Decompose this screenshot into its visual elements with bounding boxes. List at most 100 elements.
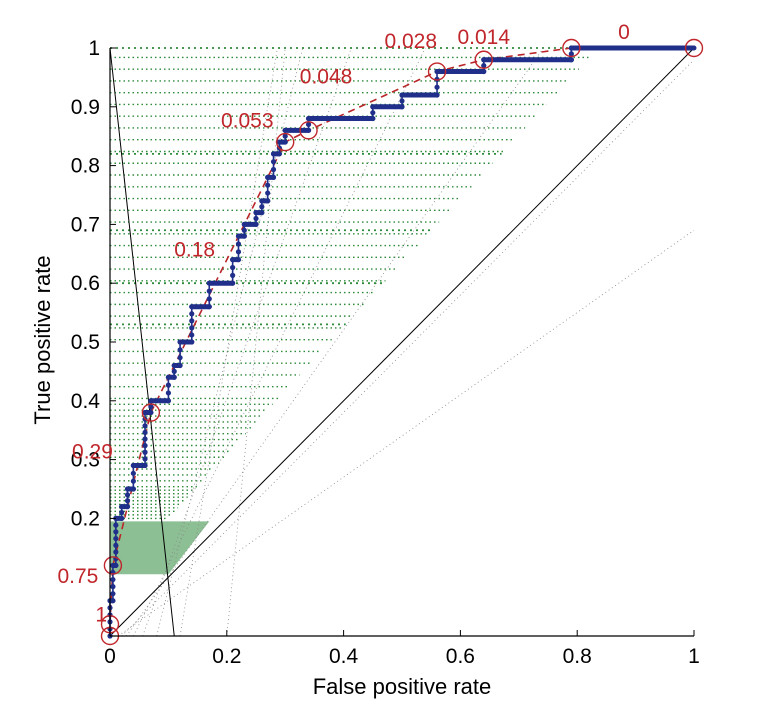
threshold-label: 0.048 [300,65,353,88]
x-tick-label: 0.2 [212,645,241,668]
roc-point [253,221,259,227]
roc-point [124,504,131,510]
x-axis-label: False positive rate [313,674,492,699]
roc-point [481,68,487,75]
iso-cost-line [117,229,694,637]
roc-point [568,57,574,63]
roc-point [230,280,236,286]
threshold-label: 0.014 [457,26,510,49]
x-tick-label: 0.4 [329,645,359,668]
y-tick-label: 0.4 [71,390,101,413]
roc-point [177,347,183,353]
roc-point [177,362,183,369]
threshold-labels: 0.18 0.29 0.75 1 0.053 0.048 0.028 0.014 0 [57,21,629,626]
roc-point [165,398,171,404]
roc-point [189,332,195,338]
threshold-label: 0.29 [72,440,113,463]
threshold-label: 0.028 [384,30,437,53]
roc-point [177,355,183,361]
roc-point [142,456,148,462]
roc-point [148,404,154,410]
roc-point [305,127,312,133]
reference-lines [109,47,695,637]
roc-point [142,449,148,455]
roc-point [110,598,116,604]
roc-point [270,159,277,165]
roc-point [230,272,236,278]
roc-point [110,576,116,583]
roc-point [305,121,312,128]
roc-point [189,325,195,331]
roc-point [568,51,574,57]
roc-point [171,368,177,374]
roc-point [370,115,376,122]
y-axis-label: True positive rate [30,255,55,424]
roc-point [113,535,119,542]
roc-point [265,182,271,188]
reference-line [109,47,175,637]
x-tick-label: 0.8 [563,645,592,668]
roc-series [107,45,697,639]
roc-point [206,304,212,310]
roc-point [142,436,148,442]
roc-point [165,390,171,396]
roc-point [230,264,236,271]
roc-point [265,190,271,196]
roc-point [370,110,376,116]
threshold-label: 1 [95,603,107,626]
threshold-marker [276,132,295,152]
roc-point [434,92,440,98]
roc-point [270,166,277,173]
threshold-label: 0.053 [221,109,274,132]
roc-point [142,429,148,436]
iso-cost-line [126,47,544,637]
roc-point [110,591,116,597]
roc-point [113,529,119,535]
roc-point [142,462,148,469]
y-tick-label: 0.5 [71,331,100,354]
axes: 0 0.2 0.4 0.6 0.8 1 0.2 0.3 0.4 0.5 0.6 0.7 0.8 0.9 1 [71,37,700,668]
roc-point [130,478,136,484]
roc-point [282,133,288,139]
threshold-marker [103,556,123,575]
roc-point [113,562,119,569]
y-tick-label: 0.2 [71,507,100,530]
y-tick-label: 0.8 [71,155,100,178]
roc-point [124,492,131,498]
roc-point [130,470,136,476]
roc-point [189,339,195,345]
roc-point [235,249,242,255]
y-tick-label: 0.3 [71,449,100,472]
roc-point [241,227,247,233]
roc-point [276,151,282,157]
roc-point [481,63,487,69]
x-tick-label: 0.6 [446,645,475,668]
roc-point [189,311,195,317]
iso-cost-line [226,47,286,637]
roc-point [113,542,119,548]
threshold-marker [299,121,318,140]
roc-point [241,233,247,239]
roc-point [113,549,119,555]
roc-point [265,198,271,204]
roc-point [189,318,195,324]
roc-point [399,98,405,104]
threshold-label: 0 [618,21,630,44]
roc-point [148,409,154,416]
x-tick-label: 0 [104,645,116,668]
roc-point [110,584,116,590]
roc-point [124,498,131,504]
iso-cost-line [179,47,278,637]
roc-point [119,515,125,522]
roc-point [434,84,440,90]
y-tick-label: 0.9 [71,96,100,119]
threshold-marker [141,403,161,422]
y-tick-label: 0.7 [71,213,100,236]
roc-point [259,210,265,216]
y-tick-label: 0.6 [71,272,100,295]
threshold-label: 0.18 [174,239,215,262]
roc-point [142,423,148,429]
roc-point [270,174,277,180]
